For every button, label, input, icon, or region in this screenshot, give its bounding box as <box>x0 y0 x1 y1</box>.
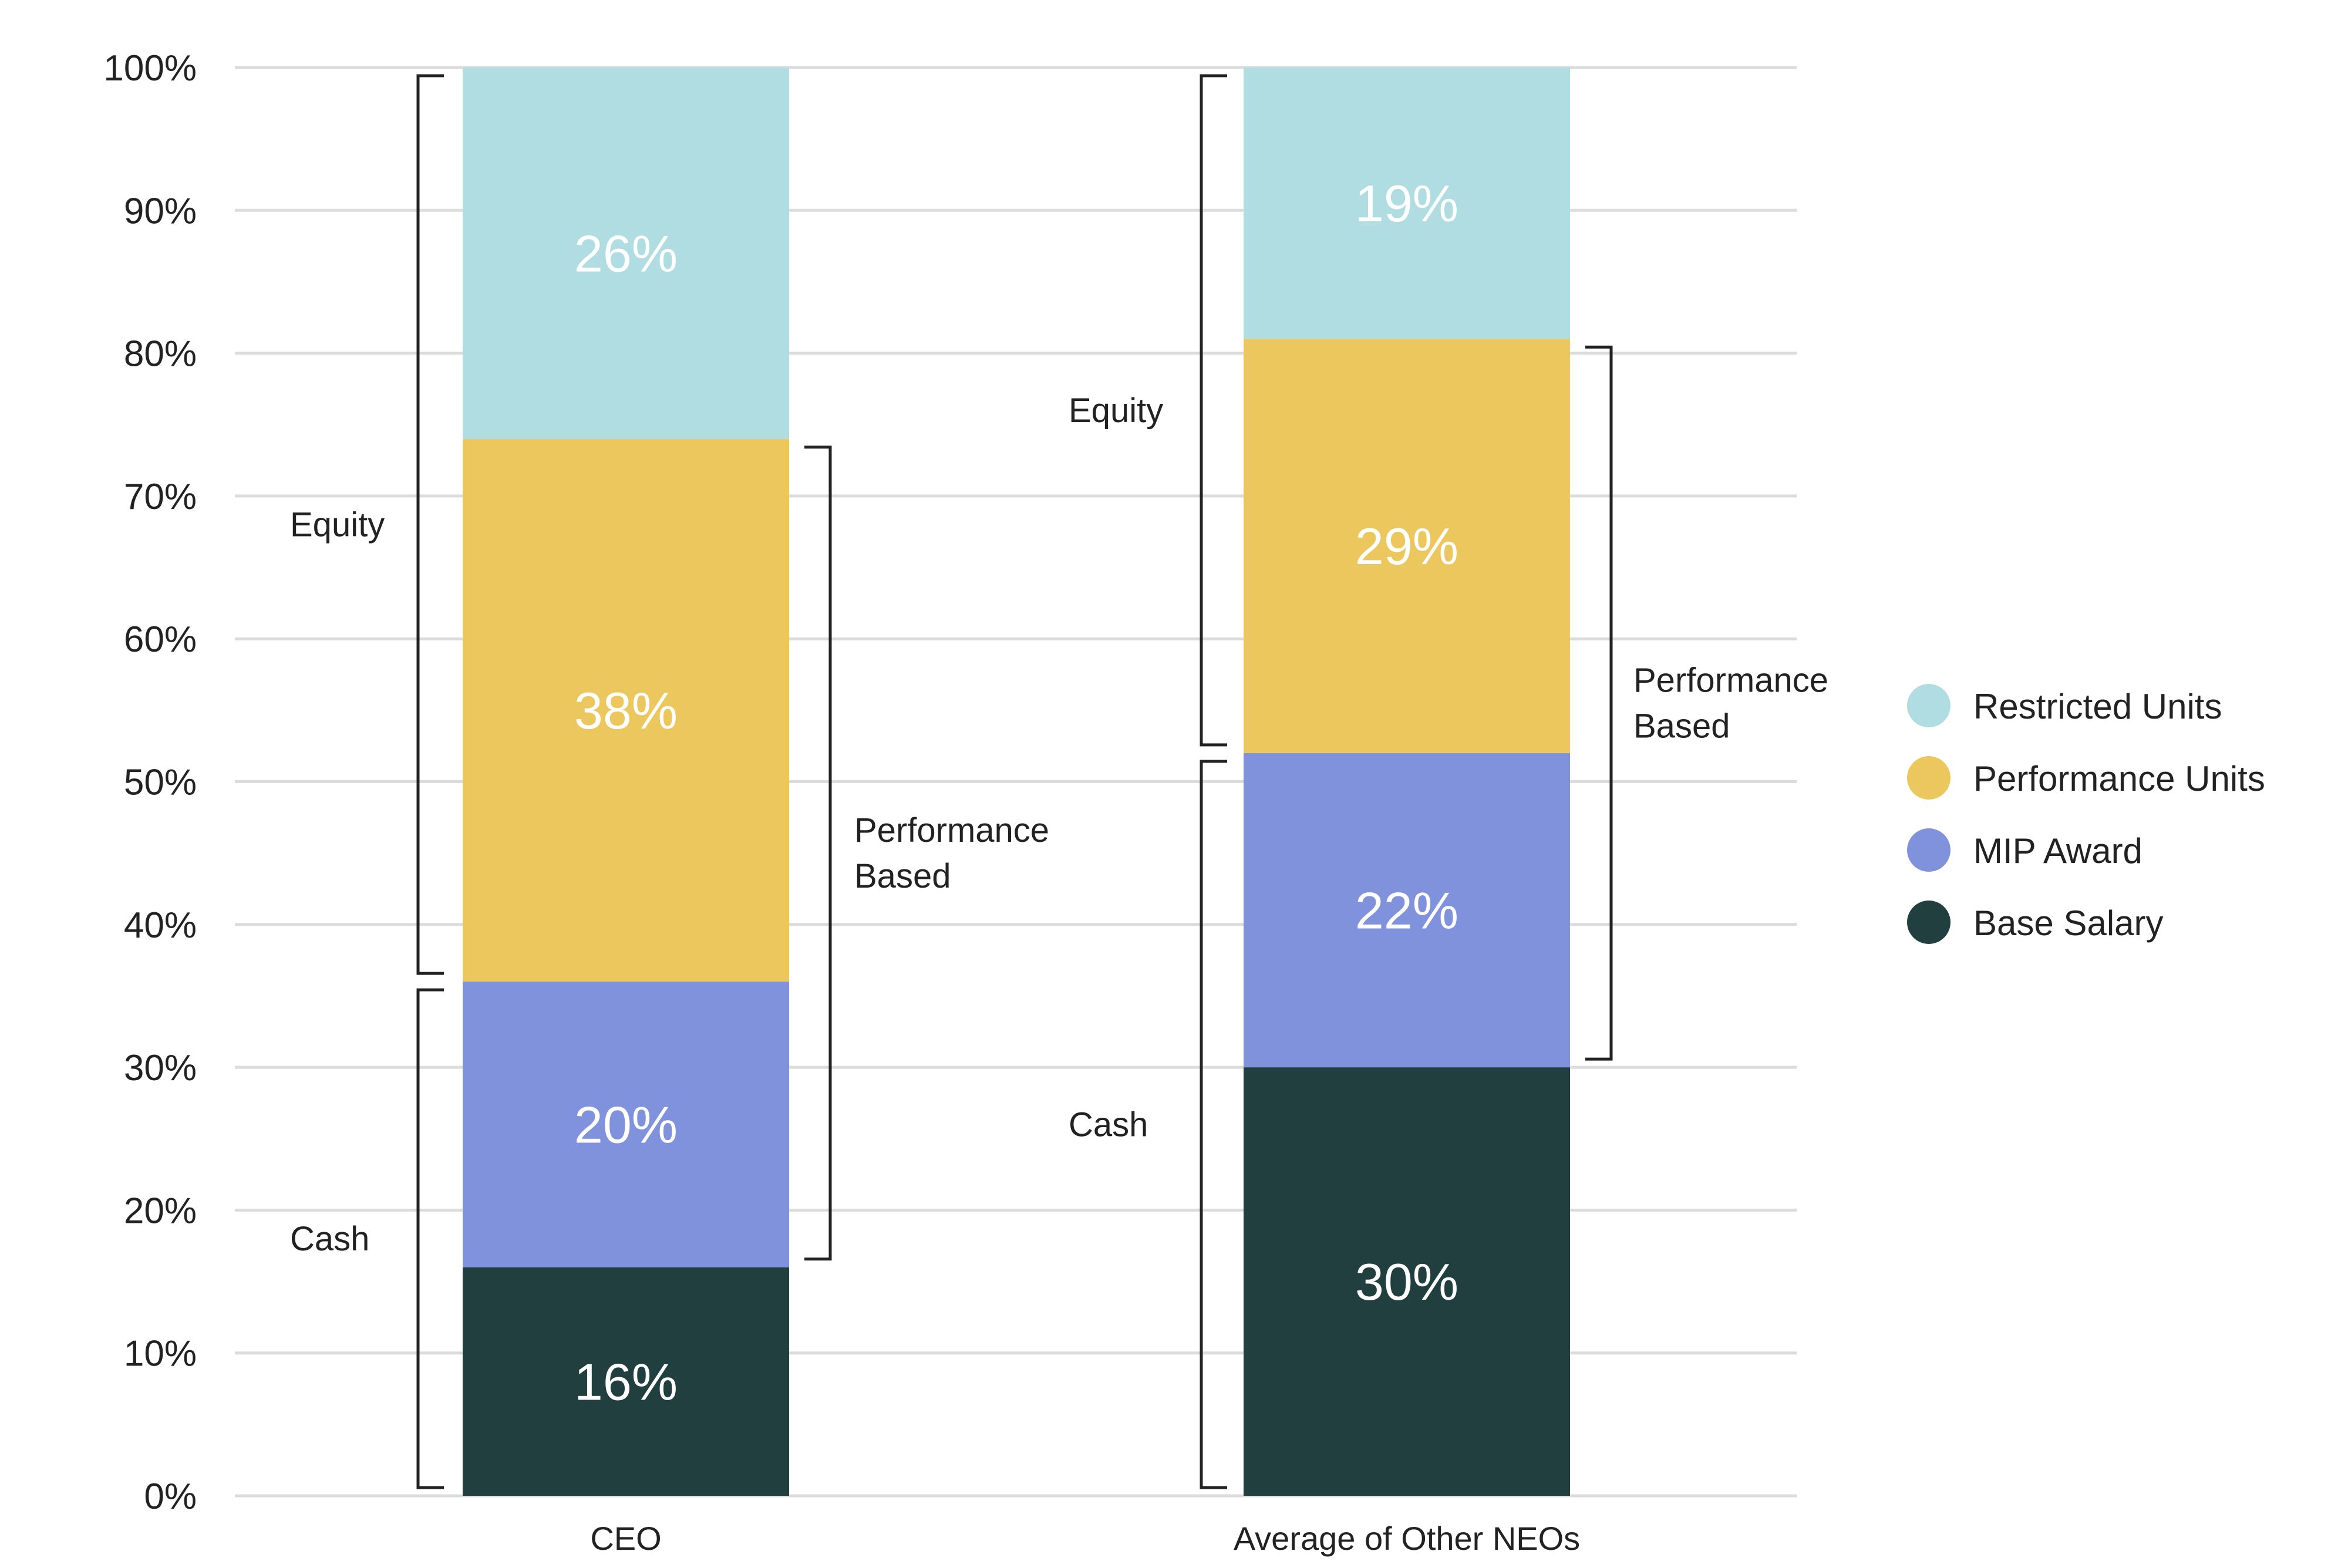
bracket-label: Performance <box>1633 662 1828 700</box>
legend-item: Restricted Units <box>1907 684 2222 727</box>
bracket <box>1200 74 1227 747</box>
data-label: 16% <box>574 1353 678 1411</box>
bracket-label: Equity <box>290 506 385 544</box>
legend-label: Performance Units <box>1973 759 2265 798</box>
data-label: 22% <box>1355 881 1458 939</box>
y-tick-label: 30% <box>124 1048 197 1088</box>
legend-swatch <box>1907 901 1951 944</box>
legend-label: MIP Award <box>1973 831 2142 871</box>
bracket-label: Equity <box>1069 392 1163 430</box>
bar-segment <box>463 439 789 982</box>
bracket-label: Based <box>1633 707 1730 746</box>
y-tick-label: 20% <box>124 1191 197 1231</box>
legend-item: Base Salary <box>1907 901 2164 944</box>
y-tick-label: 0% <box>144 1476 197 1517</box>
legend-swatch <box>1907 828 1951 872</box>
bracket <box>416 988 444 1489</box>
bracket-label: Cash <box>1069 1105 1148 1144</box>
data-label: 30% <box>1355 1253 1458 1311</box>
x-tick-label: CEO <box>590 1520 661 1557</box>
bracket-label: Performance <box>854 811 1049 849</box>
bracket-label: Cash <box>290 1220 369 1258</box>
bracket-label: Based <box>854 857 951 895</box>
bracket <box>1585 345 1613 1061</box>
y-tick-label: 80% <box>124 334 197 375</box>
bar-segment <box>463 1267 789 1496</box>
data-label: 19% <box>1355 174 1458 232</box>
y-tick-label: 100% <box>103 48 197 89</box>
bar-segment <box>1244 1067 1570 1496</box>
y-axis-ticks: 0% 10% 20% 30% 40% 50% 60% 70% 80% 90% 100% <box>103 48 197 1517</box>
bracket <box>416 74 444 975</box>
x-tick-label: Average of Other NEOs <box>1234 1520 1580 1557</box>
y-tick-label: 70% <box>124 477 197 517</box>
bar-segment <box>1244 68 1570 339</box>
legend-label: Restricted Units <box>1973 687 2222 726</box>
y-tick-label: 40% <box>124 905 197 946</box>
brackets: Cash Equity Performance Based Cash Equity Perf… <box>290 74 1828 1489</box>
bar-segment <box>1244 339 1570 753</box>
bracket <box>804 446 832 1261</box>
data-label: 29% <box>1355 517 1458 575</box>
y-tick-label: 90% <box>124 191 197 231</box>
data-label: 26% <box>574 224 678 282</box>
bars: 16% 20% 38% 26% 30% 22% 29% 19% <box>463 68 1570 1496</box>
y-tick-label: 10% <box>124 1334 197 1374</box>
legend: Restricted Units Performance Units MIP Awa… <box>1907 684 2265 944</box>
legend-item: Performance Units <box>1907 756 2265 800</box>
bracket <box>1200 760 1227 1489</box>
data-label: 38% <box>574 682 678 740</box>
legend-item: MIP Award <box>1907 828 2142 872</box>
y-tick-label: 50% <box>124 763 197 803</box>
bar-segment <box>1244 753 1570 1068</box>
data-label: 20% <box>574 1095 678 1154</box>
bar-segment <box>463 68 789 439</box>
legend-label: Base Salary <box>1973 903 2164 943</box>
bar-segment <box>463 982 789 1267</box>
x-axis-labels: CEO Average of Other NEOs <box>590 1520 1580 1557</box>
y-tick-label: 60% <box>124 619 197 660</box>
legend-swatch <box>1907 684 1951 727</box>
legend-swatch <box>1907 756 1951 800</box>
